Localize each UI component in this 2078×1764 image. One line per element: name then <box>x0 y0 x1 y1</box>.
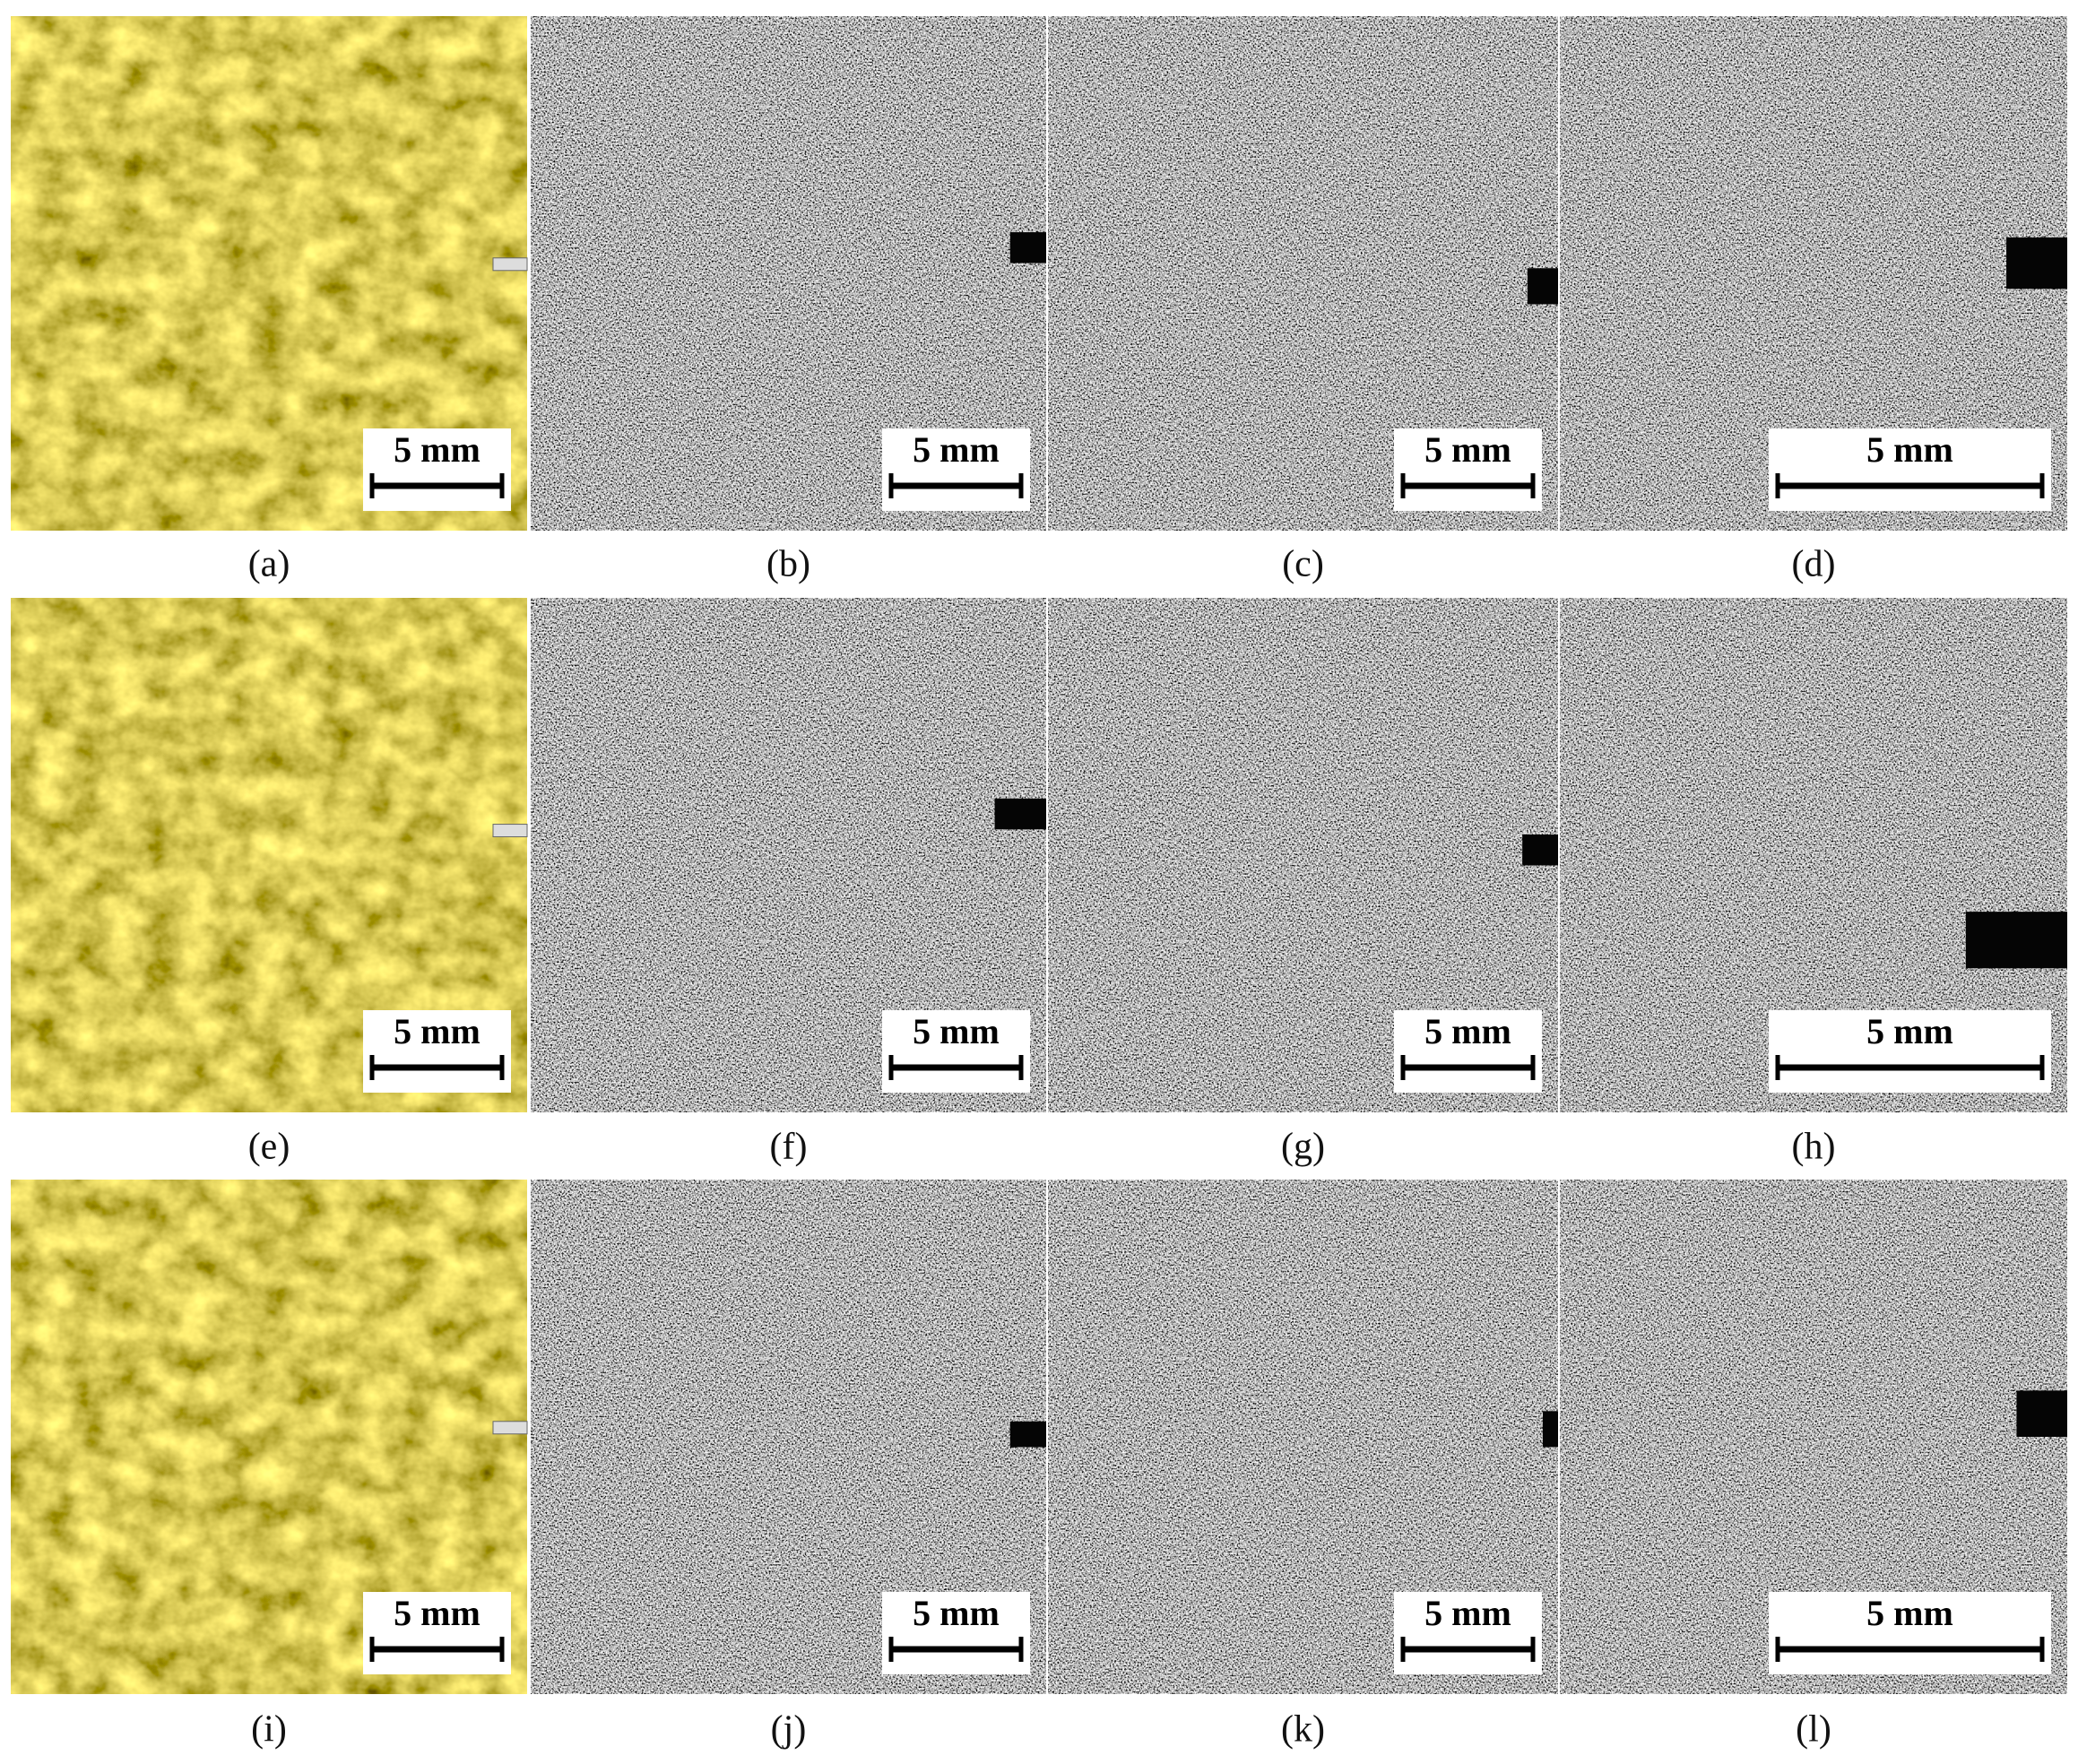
scale-bar-label: 5 mm <box>394 1593 481 1633</box>
defect <box>1009 232 1046 264</box>
scale-bar-label: 5 mm <box>394 1011 481 1051</box>
panel-label: (c) <box>1282 544 1324 585</box>
panel: 5 mm (d) <box>1560 16 2067 585</box>
scale-bar-label: 5 mm <box>913 1593 1000 1633</box>
scale-bar-label: 5 mm <box>394 429 481 470</box>
scale-bar-box <box>1394 428 1542 511</box>
defect <box>1009 1421 1046 1448</box>
scale-bar-box <box>1769 1010 2051 1093</box>
scale-bar-box <box>363 1592 511 1674</box>
scale-bar-box <box>363 1010 511 1093</box>
scale-bar-label: 5 mm <box>913 1011 1000 1051</box>
scale-bar-box <box>1769 428 2051 511</box>
scale-bar-box <box>1394 1592 1542 1674</box>
pin <box>492 1421 528 1435</box>
panel: 5 mm (j) <box>531 1180 1046 1751</box>
panel: 5 mm (g) <box>1048 598 1558 1168</box>
scale-bar-label: 5 mm <box>1424 429 1511 470</box>
panel-label: (k) <box>1281 1709 1325 1751</box>
panel-label: (j) <box>771 1709 807 1751</box>
panel-label: (f) <box>770 1127 808 1168</box>
defect <box>1965 912 2067 969</box>
scale-bar-box <box>882 1592 1030 1674</box>
panel: 5 mm (b) <box>531 16 1046 585</box>
scale-bar-box <box>363 428 511 511</box>
panel-label: (d) <box>1792 544 1836 585</box>
scale-bar-label: 5 mm <box>1424 1593 1511 1633</box>
scale-bar-label: 5 mm <box>1424 1011 1511 1051</box>
pin <box>492 824 528 838</box>
defect <box>2016 1390 2067 1437</box>
panel: 5 mm (k) <box>1048 1180 1558 1751</box>
panel-label: (a) <box>248 544 290 585</box>
panel: 5 mm (a) <box>11 16 528 585</box>
panel: 5 mm (l) <box>1560 1180 2067 1751</box>
scale-bar-box <box>1394 1010 1542 1093</box>
panel: 5 mm (f) <box>531 598 1046 1168</box>
scale-bar-label: 5 mm <box>1866 429 1953 470</box>
panel: 5 mm (i) <box>11 1180 528 1751</box>
defect <box>2006 237 2067 290</box>
defect <box>994 798 1046 830</box>
scale-bar-box <box>1769 1592 2051 1674</box>
panel: 5 mm (e) <box>11 598 528 1168</box>
panel-label: (g) <box>1281 1127 1325 1168</box>
panel-label: (i) <box>251 1709 287 1751</box>
panel-label: (e) <box>248 1127 290 1168</box>
scale-bar-box <box>882 428 1030 511</box>
scale-bar-label: 5 mm <box>1866 1593 1953 1633</box>
defect <box>1527 268 1558 305</box>
panel-label: (h) <box>1792 1127 1836 1168</box>
scale-bar-label: 5 mm <box>913 429 1000 470</box>
scale-bar-label: 5 mm <box>1866 1011 1953 1051</box>
panel: 5 mm (c) <box>1048 16 1558 585</box>
panel: 5 mm (h) <box>1560 598 2067 1168</box>
pin <box>492 257 528 272</box>
scale-bar-box <box>882 1010 1030 1093</box>
defect <box>1522 834 1558 866</box>
panel-label: (l) <box>1796 1709 1831 1751</box>
panel-label: (b) <box>766 544 810 585</box>
defect <box>1542 1411 1558 1448</box>
